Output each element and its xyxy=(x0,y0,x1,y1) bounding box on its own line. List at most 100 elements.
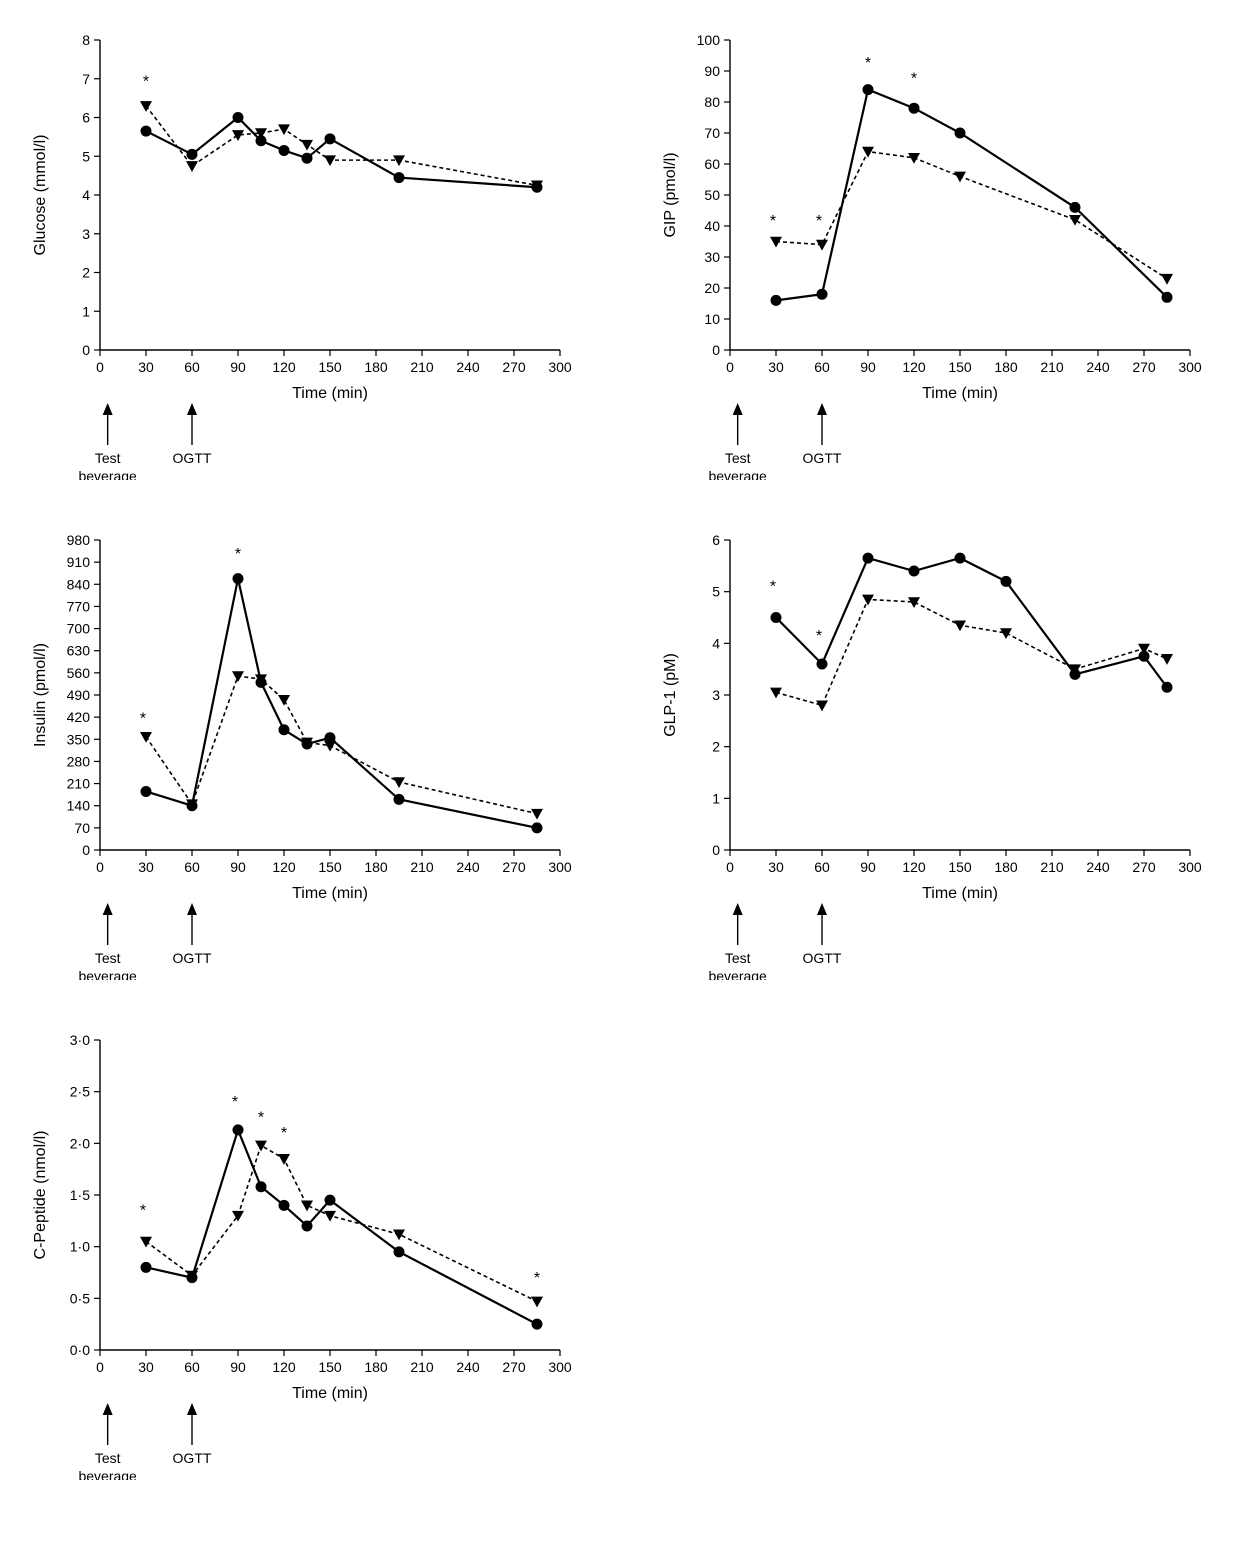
xtick-label: 180 xyxy=(364,1359,388,1375)
chart-gip: 0102030405060708090100030609012015018021… xyxy=(650,20,1220,480)
annotation-label: Test xyxy=(725,950,751,966)
annotation-arrowhead xyxy=(733,403,743,415)
marker-circle xyxy=(256,1181,267,1192)
marker-circle xyxy=(325,133,336,144)
xtick-label: 300 xyxy=(548,1359,572,1375)
marker-circle xyxy=(1162,292,1173,303)
ytick-label: 1·0 xyxy=(70,1239,90,1255)
xtick-label: 60 xyxy=(184,359,200,375)
xtick-label: 240 xyxy=(456,859,480,875)
ytick-label: 30 xyxy=(704,249,720,265)
significance-star: * xyxy=(258,1110,264,1127)
marker-triangle xyxy=(301,140,313,151)
annotation-arrowhead xyxy=(817,403,827,415)
marker-triangle xyxy=(1161,274,1173,285)
marker-triangle xyxy=(1161,654,1173,665)
xtick-label: 90 xyxy=(230,359,246,375)
ytick-label: 1 xyxy=(82,303,90,319)
xtick-label: 120 xyxy=(902,859,926,875)
x-axis-label: Time (min) xyxy=(922,385,998,402)
marker-triangle xyxy=(954,620,966,631)
marker-circle xyxy=(1001,576,1012,587)
annotation-arrowhead xyxy=(103,903,113,915)
xtick-label: 120 xyxy=(272,1359,296,1375)
marker-triangle xyxy=(816,240,828,251)
significance-star: * xyxy=(143,74,149,91)
annotation-label: Test xyxy=(725,450,751,466)
marker-triangle xyxy=(862,595,874,606)
marker-triangle xyxy=(908,153,920,164)
significance-star: * xyxy=(140,1203,146,1220)
annotation-arrowhead xyxy=(817,903,827,915)
annotation-label: Test xyxy=(95,1450,121,1466)
xtick-label: 210 xyxy=(410,359,434,375)
marker-circle xyxy=(909,566,920,577)
xtick-label: 210 xyxy=(1040,359,1064,375)
chart-grid: 0123456780306090120150180210240270300Tim… xyxy=(20,20,1220,1480)
xtick-label: 270 xyxy=(502,1359,526,1375)
ytick-label: 40 xyxy=(704,218,720,234)
xtick-label: 30 xyxy=(138,859,154,875)
significance-star: * xyxy=(911,70,917,87)
annotation-label: Test xyxy=(95,950,121,966)
ytick-label: 6 xyxy=(82,110,90,126)
ytick-label: 80 xyxy=(704,94,720,110)
marker-circle xyxy=(532,822,543,833)
y-axis-label: Insulin (pmol/l) xyxy=(32,643,49,747)
xtick-label: 150 xyxy=(318,1359,342,1375)
xtick-label: 150 xyxy=(948,359,972,375)
ytick-label: 210 xyxy=(67,776,91,792)
marker-triangle xyxy=(140,732,152,743)
xtick-label: 150 xyxy=(948,859,972,875)
marker-circle xyxy=(233,1124,244,1135)
xtick-label: 30 xyxy=(768,359,784,375)
x-axis-label: Time (min) xyxy=(292,1385,368,1402)
annotation-arrowhead xyxy=(187,1403,197,1415)
xtick-label: 270 xyxy=(1132,359,1156,375)
y-axis-label: GLP-1 (pM) xyxy=(662,653,679,737)
chart-cpeptide: 0·00·51·01·52·02·53·00306090120150180210… xyxy=(20,1020,590,1480)
xtick-label: 270 xyxy=(502,359,526,375)
xtick-label: 30 xyxy=(138,359,154,375)
x-axis-label: Time (min) xyxy=(292,385,368,402)
marker-triangle xyxy=(278,695,290,706)
xtick-label: 240 xyxy=(456,359,480,375)
marker-triangle xyxy=(324,155,336,166)
chart-glucose: 0123456780306090120150180210240270300Tim… xyxy=(20,20,590,480)
xtick-label: 90 xyxy=(230,1359,246,1375)
annotation-label: OGTT xyxy=(803,450,842,466)
xtick-label: 0 xyxy=(726,359,734,375)
significance-star: * xyxy=(770,579,776,596)
annotation-arrowhead xyxy=(103,1403,113,1415)
marker-triangle xyxy=(954,172,966,183)
ytick-label: 0 xyxy=(712,842,720,858)
marker-circle xyxy=(394,1246,405,1257)
marker-triangle xyxy=(278,124,290,135)
marker-circle xyxy=(1139,651,1150,662)
marker-triangle xyxy=(1000,628,1012,639)
marker-circle xyxy=(325,1195,336,1206)
marker-triangle xyxy=(1069,215,1081,226)
ytick-label: 100 xyxy=(697,32,721,48)
ytick-label: 4 xyxy=(82,187,90,203)
ytick-label: 2 xyxy=(82,265,90,281)
marker-circle xyxy=(302,1221,313,1232)
marker-triangle xyxy=(140,101,152,112)
annotation-label: OGTT xyxy=(173,450,212,466)
x-axis-label: Time (min) xyxy=(922,885,998,902)
xtick-label: 120 xyxy=(272,359,296,375)
y-axis-label: GIP (pmol/l) xyxy=(662,152,679,237)
marker-circle xyxy=(863,553,874,564)
xtick-label: 270 xyxy=(1132,859,1156,875)
marker-circle xyxy=(325,732,336,743)
series-triangle-line xyxy=(776,152,1167,279)
xtick-label: 90 xyxy=(860,359,876,375)
ytick-label: 0·0 xyxy=(70,1342,90,1358)
xtick-label: 30 xyxy=(768,859,784,875)
marker-triangle xyxy=(140,1237,152,1248)
marker-circle xyxy=(394,794,405,805)
ytick-label: 2·0 xyxy=(70,1135,90,1151)
marker-triangle xyxy=(908,597,920,608)
xtick-label: 150 xyxy=(318,359,342,375)
ytick-label: 420 xyxy=(67,709,91,725)
